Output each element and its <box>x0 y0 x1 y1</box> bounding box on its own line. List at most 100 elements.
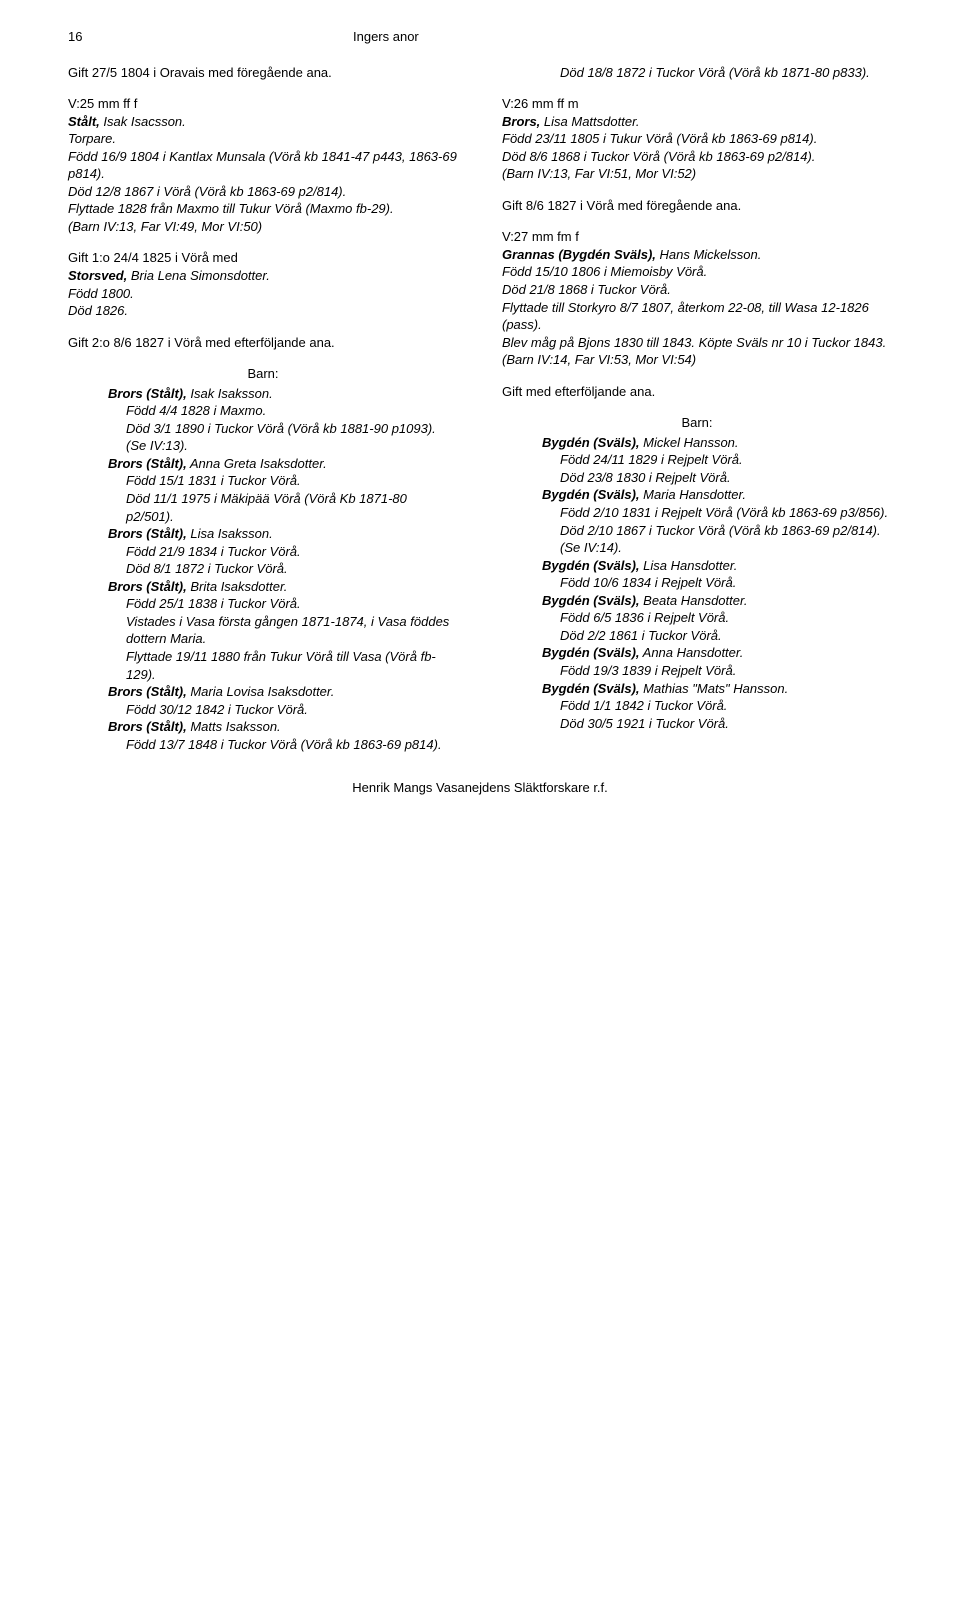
given-name: Brita Isaksdotter. <box>187 579 288 594</box>
person-name: Stålt, Isak Isacsson. <box>68 113 458 131</box>
given-name: Maria Lovisa Isaksdotter. <box>187 684 335 699</box>
given-name: Anna Greta Isaksdotter. <box>187 456 327 471</box>
child-see: (Se IV:14). <box>560 539 892 557</box>
child-died: Död 8/1 1872 i Tuckor Vörå. <box>126 560 458 578</box>
child-name: Brors (Stålt), Lisa Isaksson. <box>108 525 458 543</box>
child-died: Död 3/1 1890 i Tuckor Vörå (Vörå kb 1881… <box>126 420 458 438</box>
child-born: Född 1/1 1842 i Tuckor Vörå. <box>560 697 892 715</box>
page-title: Ingers anor <box>353 28 419 46</box>
person-name: Grannas (Bygdén Sväls), Hans Mickelsson. <box>502 246 892 264</box>
surname: Bygdén (Sväls), <box>542 558 640 573</box>
given-name: Matts Isaksson. <box>187 719 281 734</box>
marriage-line: Gift med efterföljande ana. <box>502 383 892 401</box>
child-born: Född 30/12 1842 i Tuckor Vörå. <box>126 701 458 719</box>
given-name: Isak Isacsson. <box>100 114 186 129</box>
child-name: Brors (Stålt), Isak Isaksson. <box>108 385 458 403</box>
occupation: Torpare. <box>68 130 458 148</box>
spouse-died: Död 1826. <box>68 302 458 320</box>
marriage-line: Gift 8/6 1827 i Vörå med föregående ana. <box>502 197 892 215</box>
given-name: Anna Hansdotter. <box>640 645 744 660</box>
note-line: Blev måg på Bjons 1830 till 1843. Köpte … <box>502 334 892 352</box>
page-number: 16 <box>68 28 118 46</box>
given-name: Beata Hansdotter. <box>640 593 748 608</box>
child-born: Född 4/4 1828 i Maxmo. <box>126 402 458 420</box>
given-name: Bria Lena Simonsdotter. <box>127 268 270 283</box>
child-name: Bygdén (Sväls), Mickel Hansson. <box>542 434 892 452</box>
child-name: Bygdén (Sväls), Mathias "Mats" Hansson. <box>542 680 892 698</box>
surname: Brors (Stålt), <box>108 386 187 401</box>
child-name: Brors (Stålt), Anna Greta Isaksdotter. <box>108 455 458 473</box>
child-born: Född 2/10 1831 i Rejpelt Vörå (Vörå kb 1… <box>560 504 892 522</box>
paren-line: (Barn IV:13, Far VI:49, Mor VI:50) <box>68 218 458 236</box>
surname: Bygdén (Sväls), <box>542 435 640 450</box>
paren-line: (Barn IV:14, Far VI:53, Mor VI:54) <box>502 351 892 369</box>
died-line: Död 21/8 1868 i Tuckor Vörå. <box>502 281 892 299</box>
surname: Bygdén (Sväls), <box>542 487 640 502</box>
marriage-block-1: Gift 1:o 24/4 1825 i Vörå med Storsved, … <box>68 249 458 319</box>
marriage-block-3: Gift 8/6 1827 i Vörå med föregående ana. <box>502 197 892 215</box>
given-name: Mickel Hansson. <box>640 435 739 450</box>
child-born: Född 24/11 1829 i Rejpelt Vörå. <box>560 451 892 469</box>
surname: Brors (Stålt), <box>108 579 187 594</box>
spouse-name: Storsved, Bria Lena Simonsdotter. <box>68 267 458 285</box>
intro-text: Gift 27/5 1804 i Oravais med föregående … <box>68 64 458 82</box>
intro-block: Gift 27/5 1804 i Oravais med föregående … <box>68 64 458 82</box>
marriage-block-4: Gift med efterföljande ana. <box>502 383 892 401</box>
child-died: Död 2/10 1867 i Tuckor Vörå (Vörå kb 186… <box>560 522 892 540</box>
surname: Brors, <box>502 114 540 129</box>
barn-label: Barn: <box>68 365 458 383</box>
child-name: Bygdén (Sväls), Anna Hansdotter. <box>542 644 892 662</box>
barn-label: Barn: <box>502 414 892 432</box>
top-died-line: Död 18/8 1872 i Tuckor Vörå (Vörå kb 187… <box>560 64 892 82</box>
person-ref: V:25 mm ff f <box>68 95 458 113</box>
given-name: Maria Hansdotter. <box>640 487 746 502</box>
child-name: Brors (Stålt), Brita Isaksdotter. <box>108 578 458 596</box>
child-note: Vistades i Vasa första gången 1871-1874,… <box>126 613 458 648</box>
children-list: Brors (Stålt), Isak Isaksson. Född 4/4 1… <box>68 385 458 753</box>
surname: Stålt, <box>68 114 100 129</box>
child-note: Flyttade 19/11 1880 från Tukur Vörå till… <box>126 648 458 683</box>
paren-line: (Barn IV:13, Far VI:51, Mor VI:52) <box>502 165 892 183</box>
child-born: Född 19/3 1839 i Rejpelt Vörå. <box>560 662 892 680</box>
page-footer: Henrik Mangs Vasanejdens Släktforskare r… <box>68 779 892 797</box>
surname: Bygdén (Sväls), <box>542 681 640 696</box>
surname: Brors (Stålt), <box>108 456 187 471</box>
surname: Bygdén (Sväls), <box>542 593 640 608</box>
given-name: Lisa Hansdotter. <box>640 558 738 573</box>
born-line: Född 15/10 1806 i Miemoisby Vörå. <box>502 263 892 281</box>
marriage-line: Gift 2:o 8/6 1827 i Vörå med efterföljan… <box>68 334 458 352</box>
person-name: Brors, Lisa Mattsdotter. <box>502 113 892 131</box>
child-died: Död 2/2 1861 i Tuckor Vörå. <box>560 627 892 645</box>
spouse-born: Född 1800. <box>68 285 458 303</box>
note-line: Flyttade till Storkyro 8/7 1807, återkom… <box>502 299 892 334</box>
child-died: Död 23/8 1830 i Rejpelt Vörå. <box>560 469 892 487</box>
right-column: Död 18/8 1872 i Tuckor Vörå (Vörå kb 187… <box>502 64 892 754</box>
surname: Bygdén (Sväls), <box>542 645 640 660</box>
person-ref: V:26 mm ff m <box>502 95 892 113</box>
person-block-1: V:25 mm ff f Stålt, Isak Isacsson. Torpa… <box>68 95 458 235</box>
surname: Grannas (Bygdén Sväls), <box>502 247 656 262</box>
moved-line: Flyttade 1828 från Maxmo till Tukur Vörå… <box>68 200 458 218</box>
marriage-block-2: Gift 2:o 8/6 1827 i Vörå med efterföljan… <box>68 334 458 352</box>
given-name: Mathias "Mats" Hansson. <box>640 681 789 696</box>
given-name: Lisa Mattsdotter. <box>540 114 639 129</box>
surname: Storsved, <box>68 268 127 283</box>
person-block-2: V:26 mm ff m Brors, Lisa Mattsdotter. Fö… <box>502 95 892 183</box>
surname: Brors (Stålt), <box>108 684 187 699</box>
child-born: Född 21/9 1834 i Tuckor Vörå. <box>126 543 458 561</box>
given-name: Lisa Isaksson. <box>187 526 273 541</box>
child-died: Död 11/1 1975 i Mäkipää Vörå (Vörå Kb 18… <box>126 490 458 525</box>
person-ref: V:27 mm fm f <box>502 228 892 246</box>
born-line: Född 16/9 1804 i Kantlax Munsala (Vörå k… <box>68 148 458 183</box>
died-line: Död 8/6 1868 i Tuckor Vörå (Vörå kb 1863… <box>502 148 892 166</box>
child-name: Brors (Stålt), Maria Lovisa Isaksdotter. <box>108 683 458 701</box>
child-name: Bygdén (Sväls), Beata Hansdotter. <box>542 592 892 610</box>
children-list: Bygdén (Sväls), Mickel Hansson. Född 24/… <box>502 434 892 732</box>
child-born: Född 6/5 1836 i Rejpelt Vörå. <box>560 609 892 627</box>
child-name: Bygdén (Sväls), Lisa Hansdotter. <box>542 557 892 575</box>
child-born: Född 10/6 1834 i Rejpelt Vörå. <box>560 574 892 592</box>
child-born: Född 15/1 1831 i Tuckor Vörå. <box>126 472 458 490</box>
page-header: 16 Ingers anor <box>68 28 892 46</box>
born-line: Född 23/11 1805 i Tukur Vörå (Vörå kb 18… <box>502 130 892 148</box>
surname: Brors (Stålt), <box>108 526 187 541</box>
